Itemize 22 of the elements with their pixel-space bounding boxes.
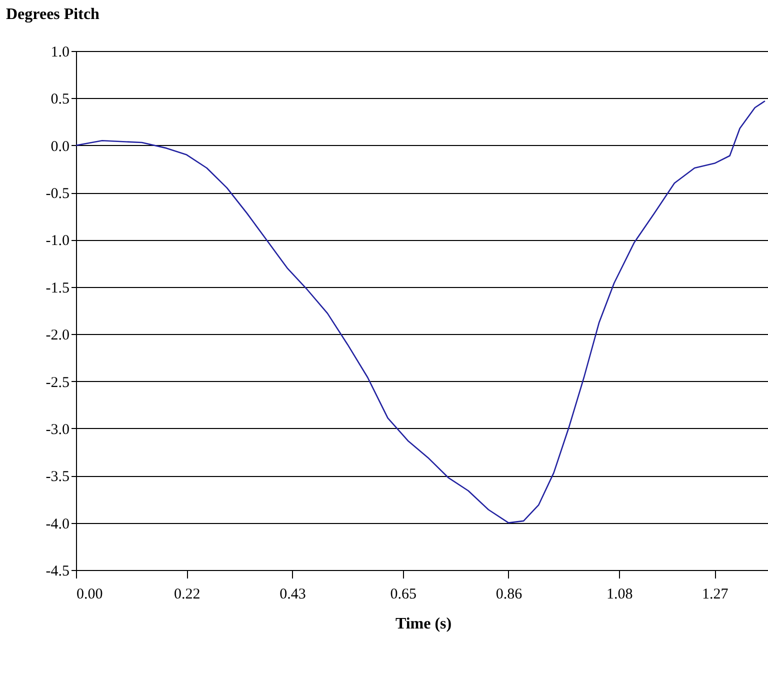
y-tick-label: -4.0 (46, 516, 70, 532)
y-tick-label: -3.5 (46, 469, 70, 486)
y-tick-label: 1.0 (50, 44, 70, 60)
y-tick-label: -3.0 (46, 422, 70, 438)
x-tick-label: 1.08 (606, 586, 633, 602)
y-tick-label: -0.5 (46, 186, 70, 202)
x-tick-label: 0.65 (390, 586, 417, 602)
y-tick-label: 0.0 (50, 138, 70, 155)
y-tick-label: 0.5 (50, 92, 70, 108)
y-tick-label: -4.5 (46, 564, 70, 580)
y-tick-label: -2.0 (46, 328, 70, 344)
line-series (75, 100, 766, 524)
y-tick-label: -1.5 (46, 280, 70, 296)
x-tick-label: 0.22 (174, 586, 200, 602)
x-tick-label: 1.27 (702, 586, 729, 602)
y-tick-label: -1.0 (46, 233, 70, 250)
x-tick-label: 0.86 (496, 586, 523, 602)
y-tick-label: -2.5 (46, 374, 70, 391)
chart-title: Degrees Pitch (6, 6, 100, 23)
x-axis-title: Time (s) (395, 616, 452, 632)
x-tick-label: 0.43 (280, 586, 306, 602)
x-tick-label: 0.00 (76, 586, 103, 602)
